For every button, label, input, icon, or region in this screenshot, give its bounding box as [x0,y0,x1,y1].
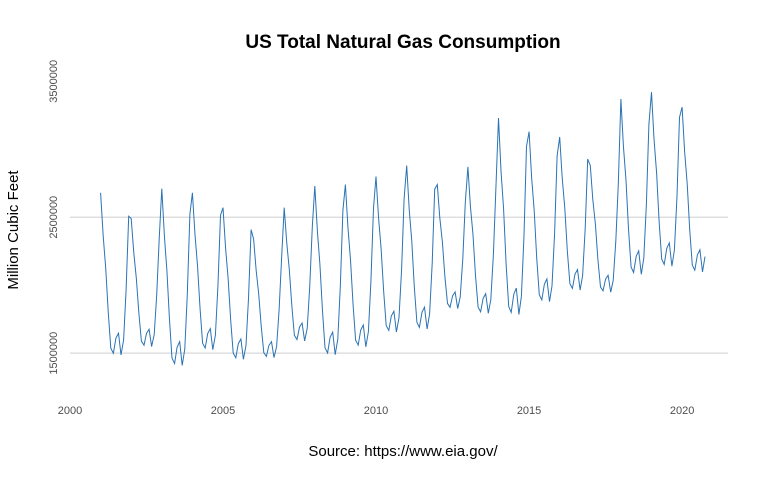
x-axis: 2000 2005 2010 2015 2020 [58,405,695,417]
y-tick-label: 2500000 [48,196,60,239]
chart-caption: Source: https://www.eia.gov/ [308,443,498,460]
x-tick-label: 2000 [58,405,82,417]
gridlines [70,216,728,354]
series-line-consumption [100,92,706,366]
y-axis: 1500000 2500000 3500000 [48,60,60,375]
x-tick-label: 2015 [517,405,541,417]
y-tick-label: 1500000 [48,332,60,375]
y-tick-label: 3500000 [48,60,60,103]
x-tick-label: 2010 [364,405,388,417]
x-tick-label: 2005 [211,405,235,417]
x-tick-label: 2020 [670,405,694,417]
chart-title: US Total Natural Gas Consumption [245,32,560,53]
y-axis-label: Million Cubic Feet [5,170,22,290]
